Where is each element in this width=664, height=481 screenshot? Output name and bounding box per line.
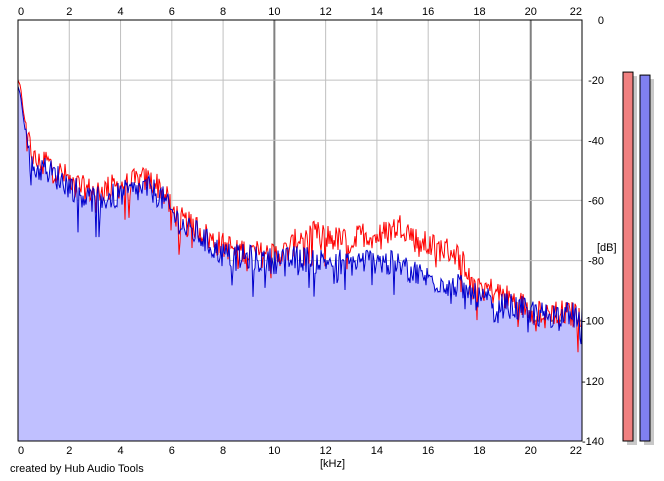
x-tick-label-bottom: 22 [570,445,582,457]
y-tick-label: -80 [588,256,604,268]
x-tick-label-bottom: 12 [320,445,332,457]
plot-frame [17,19,583,442]
x-tick-label-top: 20 [525,6,537,18]
series-line-red [17,79,583,353]
x-tick-label-top: 10 [268,6,280,18]
series-line-blue [17,86,583,345]
x-tick-label-top: 0 [18,6,24,18]
x-tick-label-top: 8 [220,6,226,18]
spectrum-area-fill [18,86,582,441]
x-tick-label-top: 4 [117,6,123,18]
y-tick-label: -40 [588,135,604,147]
x-tick-label-top: 14 [371,6,383,18]
level-meter-bar [622,71,634,442]
x-tick-label-bottom: 16 [422,445,434,457]
y-tick-label: -120 [582,376,604,388]
level-meter-bar [639,74,651,442]
y-tick-label: -20 [588,75,604,87]
x-tick-label-top: 18 [473,6,485,18]
x-axis-bottom-ticks: 0 2 4 6 8 10 12 14 16 18 20 22 [18,445,582,457]
x-axis-label: [kHz] [320,458,345,470]
x-tick-label-top: 12 [320,6,332,18]
level-meters [622,71,654,446]
x-tick-label-bottom: 4 [117,445,123,457]
x-axis-top-ticks: 0 2 4 6 8 10 12 14 16 18 20 22 [18,6,582,18]
y-tick-label: 0 [598,15,604,27]
x-tick-label-top: 2 [66,6,72,18]
x-tick-label-bottom: 8 [220,445,226,457]
x-tick-label-bottom: 14 [371,445,383,457]
y-axis-label: [dB] [597,242,617,254]
y-axis-ticks: 0 -20 -40 -60 -80 -100 -120 -140 [582,15,604,448]
y-tick-label: -140 [582,436,604,448]
x-tick-label-top: 22 [570,6,582,18]
x-tick-label-bottom: 20 [525,445,537,457]
x-tick-label-bottom: 10 [268,445,280,457]
x-tick-label-bottom: 6 [169,445,175,457]
x-tick-label-top: 16 [422,6,434,18]
y-tick-label: -100 [582,316,604,328]
x-tick-label-top: 6 [169,6,175,18]
y-tick-label: -60 [588,195,604,207]
x-tick-label-bottom: 18 [473,445,485,457]
x-tick-label-bottom: 2 [66,445,72,457]
credit-text: created by Hub Audio Tools [10,463,144,475]
x-tick-label-bottom: 0 [18,445,24,457]
